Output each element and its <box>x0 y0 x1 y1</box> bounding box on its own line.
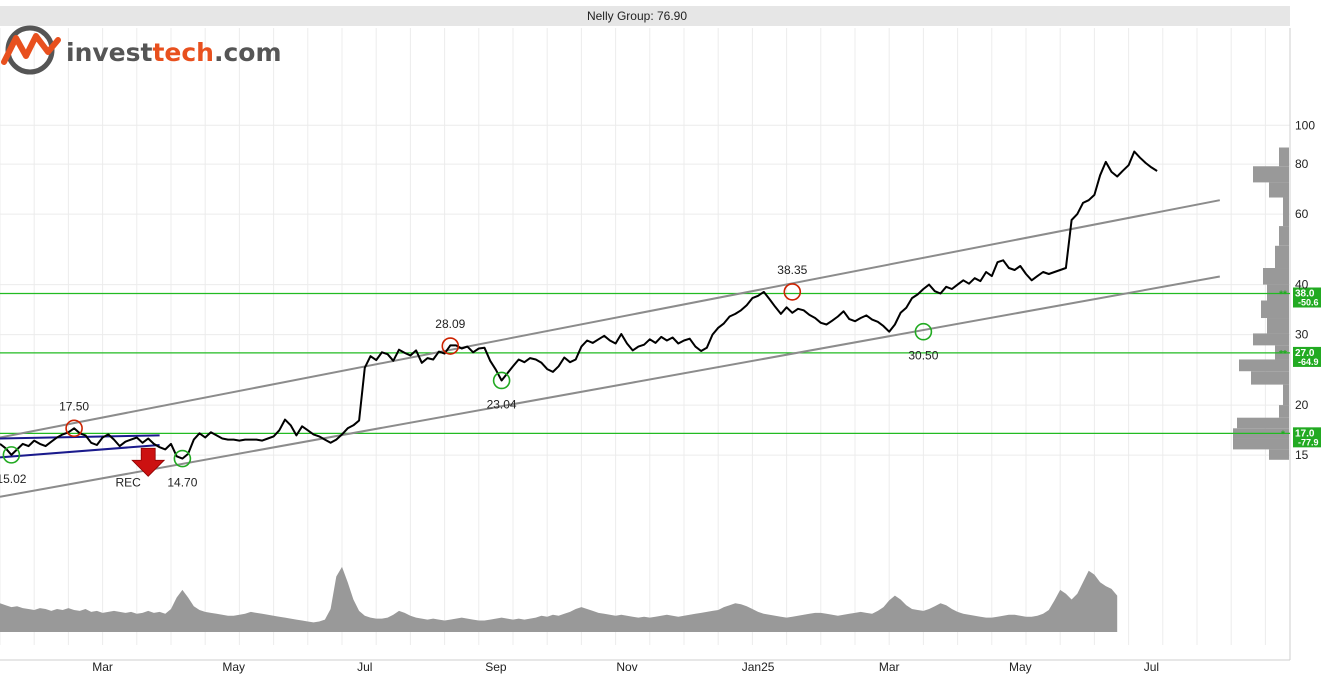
pivot-label: 14.70 <box>167 476 197 490</box>
histogram-bar <box>1263 268 1289 285</box>
logo-text: investtech.com <box>66 38 282 67</box>
level-badge-stars: ** <box>1279 349 1287 360</box>
pivot-label: 15.02 <box>0 472 27 486</box>
pivot-circle-bottom <box>492 371 511 390</box>
level-badge-bg <box>1293 346 1321 367</box>
level-badge-stars: * <box>1281 429 1285 440</box>
price-series <box>0 150 1158 460</box>
y-tick-label: 15 <box>1295 448 1309 462</box>
signal-label: REC <box>116 475 142 489</box>
level-badge-value: 27.0 <box>1295 348 1315 359</box>
histogram-bar <box>1279 405 1289 418</box>
volume-area <box>0 566 1118 632</box>
trend-channel-line <box>0 275 1220 498</box>
x-tick-label: May <box>1009 660 1032 674</box>
price-line <box>0 150 1158 460</box>
histogram-bar <box>1269 182 1289 198</box>
histogram-bar <box>1237 417 1289 429</box>
histogram-bar <box>1239 359 1289 372</box>
level-badge-stars: ** <box>1279 290 1287 301</box>
pivot-label: 30.50 <box>908 349 938 363</box>
logo-icon <box>1 25 61 75</box>
level-badge-pct: -64.9 <box>1298 357 1319 367</box>
level-badge-bg <box>1293 427 1321 448</box>
level-badge-value: 17.0 <box>1295 428 1315 439</box>
y-tick-label: 30 <box>1295 328 1309 342</box>
volume-area-shape <box>0 566 1118 632</box>
support-resistance-lines <box>0 292 1290 434</box>
pivot-label: 38.35 <box>777 263 807 277</box>
pivot-circle-bottom <box>173 449 192 468</box>
y-tick-label: 60 <box>1295 207 1309 221</box>
histogram-bar <box>1269 449 1289 460</box>
sell-signal-arrow <box>131 447 166 477</box>
x-tick-label: Jul <box>357 660 372 674</box>
x-tick-label: Jul <box>1144 660 1159 674</box>
histogram-bar <box>1283 384 1289 406</box>
title-bar <box>0 6 1290 26</box>
histogram-bar <box>1251 371 1289 385</box>
pivot-label: 17.50 <box>59 399 89 413</box>
histogram-bar <box>1261 300 1289 319</box>
x-tick-label: Jan25 <box>742 660 775 674</box>
level-badge-value: 38.0 <box>1295 289 1315 300</box>
histogram-bar <box>1253 166 1289 183</box>
x-axis: Mar May Jul Sep Nov Jan25 Mar May Jul <box>92 660 1159 674</box>
pivot-circle-bottom <box>914 322 933 341</box>
histogram-bar <box>1283 197 1289 227</box>
histogram-bar <box>1279 226 1289 246</box>
x-tick-label: Sep <box>485 660 507 674</box>
histogram-bar <box>1267 284 1289 301</box>
y-tick-label: 20 <box>1295 398 1309 412</box>
histogram-bar <box>1253 333 1289 346</box>
signal-markers: REC <box>116 447 166 489</box>
y-tick-label: 40 <box>1295 278 1309 292</box>
logo: investtech.com <box>1 25 282 75</box>
y-tick-label: 80 <box>1295 157 1309 171</box>
pivot-circle-top <box>441 337 460 355</box>
pivot-label: 23.04 <box>487 397 517 411</box>
pivot-markers: 17.50 15.02 14.70 28.09 23.04 38.35 30.50 <box>0 263 939 490</box>
grid <box>0 28 1291 661</box>
short-channel-line <box>0 443 160 459</box>
trend-channel-line <box>0 199 1220 439</box>
histogram-bar <box>1279 147 1289 167</box>
short-channel-line <box>0 434 160 440</box>
chart-title: Nelly Group: 76.90 <box>587 9 687 23</box>
y-tick-label: 100 <box>1295 118 1315 132</box>
x-tick-label: Mar <box>879 660 900 674</box>
histogram-bar <box>1275 245 1289 269</box>
x-tick-label: Mar <box>92 660 113 674</box>
x-tick-label: May <box>222 660 245 674</box>
y-axis: 100 80 60 40 30 20 15 <box>1295 118 1315 462</box>
pivot-circle-top <box>783 283 802 301</box>
x-tick-label: Nov <box>616 660 637 674</box>
level-badge-pct: -77.9 <box>1298 437 1319 447</box>
trend-channels <box>0 199 1220 498</box>
pivot-circle-top <box>65 419 83 438</box>
level-badge-pct: -50.6 <box>1298 298 1319 308</box>
histogram-bar <box>1233 438 1289 450</box>
level-badges: ** 38.0-50.6 ** 27.0-64.9 * 17.0-77.9 <box>1279 287 1321 448</box>
pivot-label: 28.09 <box>435 317 465 331</box>
level-badge-bg <box>1293 287 1321 308</box>
pivot-circle-bottom <box>2 446 21 464</box>
histogram-bar <box>1267 318 1289 334</box>
